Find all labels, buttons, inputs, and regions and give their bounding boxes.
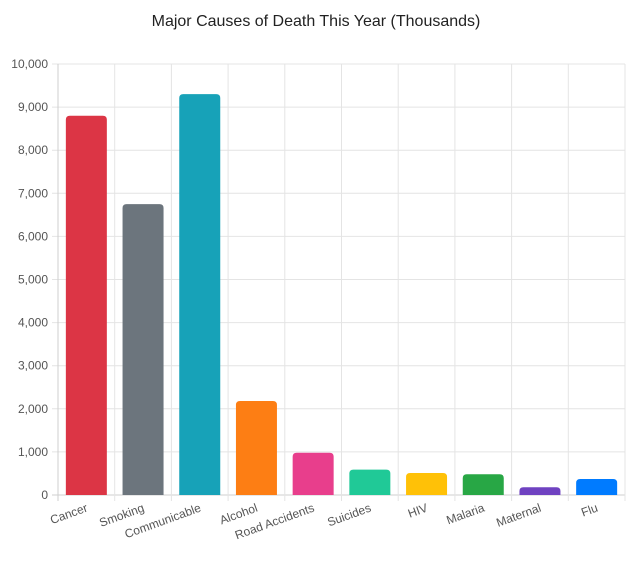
bar-communicable[interactable]	[179, 94, 221, 496]
y-tick-label: 6,000	[18, 229, 48, 243]
bar-road-accidents[interactable]	[292, 452, 334, 495]
bar-flu[interactable]	[576, 479, 618, 495]
y-tick-label: 2,000	[18, 402, 48, 416]
x-tick-label: Cancer	[48, 501, 89, 527]
bar-malaria[interactable]	[462, 474, 504, 495]
y-tick-label: 9,000	[18, 100, 48, 114]
x-tick-label: HIV	[406, 501, 430, 521]
bar-alcohol[interactable]	[235, 401, 277, 495]
x-tick-label: Suicides	[325, 501, 372, 530]
x-tick-label: Flu	[579, 501, 599, 520]
bar-cancer[interactable]	[65, 115, 107, 495]
y-tick-label: 1,000	[18, 445, 48, 459]
y-axis-ticks: 0 1,000 2,000 3,000 4,000 5,000 6,000 7,000 8,00…	[11, 57, 48, 502]
y-tick-label: 5,000	[18, 273, 48, 287]
bar-suicides[interactable]	[349, 469, 391, 495]
x-tick-label: Malaria	[445, 501, 487, 528]
bar-smoking[interactable]	[122, 204, 164, 495]
y-tick-label: 0	[41, 488, 48, 502]
y-tick-label: 3,000	[18, 359, 48, 373]
y-tick-label: 8,000	[18, 143, 48, 157]
bars	[65, 94, 618, 496]
y-tick-label: 7,000	[18, 186, 48, 200]
bar-hiv[interactable]	[406, 473, 448, 495]
x-tick-label: Maternal	[494, 501, 543, 530]
y-tick-label: 4,000	[18, 316, 48, 330]
chart-title: Major Causes of Death This Year (Thousan…	[152, 13, 481, 30]
y-tick-label: 10,000	[11, 57, 48, 71]
bar-maternal[interactable]	[519, 487, 561, 495]
